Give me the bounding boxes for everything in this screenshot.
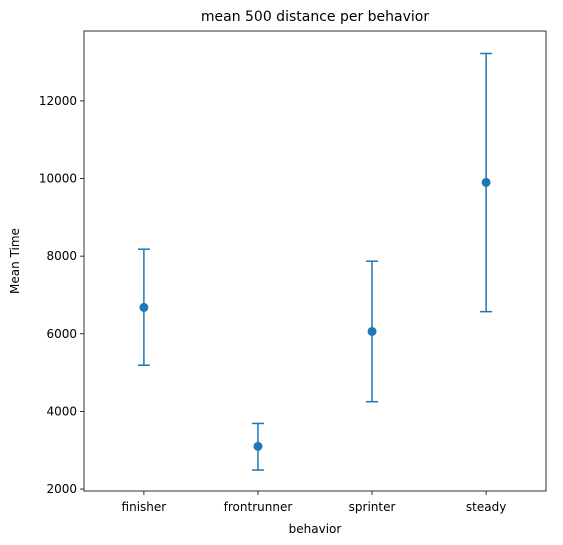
chart-title: mean 500 distance per behavior	[201, 9, 429, 25]
x-tick-label: sprinter	[349, 500, 396, 514]
y-tick-label: 12000	[39, 94, 77, 108]
error-bar-series	[137, 52, 493, 471]
y-tick-label: 6000	[46, 327, 77, 341]
data-point	[253, 441, 263, 451]
x-axis-label: behavior	[289, 522, 342, 536]
x-tick-label: frontrunner	[224, 500, 293, 514]
x-tick-label: steady	[466, 500, 506, 514]
x-axis: finisher frontrunner sprinter steady	[122, 491, 506, 514]
y-axis: 2000 4000 6000 8000 10000 12000	[39, 94, 84, 496]
y-tick-label: 4000	[46, 404, 77, 418]
error-bar-finisher	[137, 248, 150, 366]
y-axis-label: Mean Time	[8, 228, 22, 294]
data-point	[367, 326, 377, 336]
error-bar-sprinter	[366, 260, 379, 403]
error-bar-frontrunner	[251, 422, 264, 471]
y-tick-label: 8000	[46, 249, 77, 263]
y-tick-label: 2000	[46, 482, 77, 496]
y-tick-label: 10000	[39, 172, 77, 186]
data-point	[139, 302, 149, 312]
plot-area	[83, 30, 547, 492]
x-tick-label: finisher	[122, 500, 167, 514]
error-bar-steady	[480, 52, 493, 313]
data-point	[481, 177, 491, 187]
